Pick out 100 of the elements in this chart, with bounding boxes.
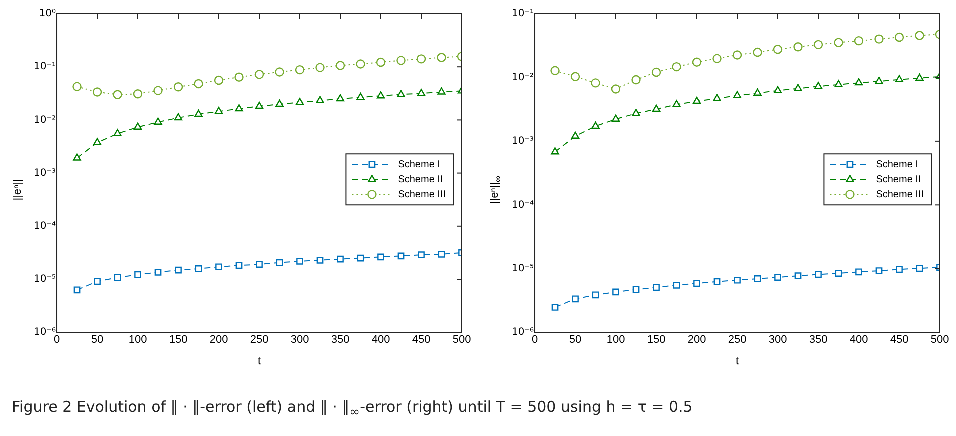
point: [611, 84, 621, 94]
point: [692, 96, 702, 104]
point: [652, 104, 661, 112]
point: [632, 75, 641, 85]
point: [773, 45, 783, 54]
point: [92, 88, 102, 97]
point: [216, 264, 222, 271]
point: [73, 154, 82, 161]
x-tick-label: 350: [331, 334, 350, 346]
point: [916, 265, 924, 272]
point: [876, 268, 883, 274]
point: [632, 109, 640, 116]
point: [572, 296, 579, 303]
point: [754, 88, 762, 96]
legend-label: Scheme II: [876, 174, 922, 186]
point: [612, 288, 620, 296]
point: [774, 86, 782, 94]
point: [612, 114, 620, 122]
x-tick-label: 50: [91, 334, 104, 346]
x-tick-label: 400: [850, 334, 868, 346]
point: [356, 60, 366, 69]
y-tick-label: 10⁻⁴: [34, 220, 56, 232]
point: [255, 102, 264, 110]
point: [894, 32, 904, 42]
point: [753, 48, 762, 58]
point: [236, 262, 243, 270]
point: [276, 259, 284, 266]
legend-label: Scheme I: [398, 159, 440, 170]
x-tick-label: 450: [412, 334, 431, 346]
point: [835, 270, 842, 277]
point: [256, 261, 263, 268]
point: [418, 252, 425, 259]
point: [632, 286, 640, 294]
point: [194, 110, 203, 118]
legend-label: Scheme III: [876, 189, 924, 200]
y-tick-label: 10⁰: [39, 8, 56, 20]
x-tick-label: 300: [290, 334, 310, 346]
legend-label: Scheme II: [398, 174, 444, 186]
point: [376, 92, 386, 99]
point: [376, 58, 386, 68]
point: [378, 254, 384, 261]
point: [175, 266, 182, 274]
point: [874, 34, 884, 44]
point: [194, 79, 204, 89]
x-tick-label: 250: [250, 334, 269, 346]
caption: Figure 2 Evolution of ‖ · ‖-error (left) and ‖ · ‖$_{∞}$-error (right) until T = 500 using h = τ = 0.5: [12, 398, 693, 419]
point: [234, 72, 244, 82]
point: [316, 256, 324, 264]
point: [72, 82, 82, 92]
point: [134, 122, 142, 130]
point: [712, 54, 722, 64]
point: [94, 278, 101, 286]
point: [856, 268, 862, 276]
point: [733, 91, 742, 98]
point: [591, 78, 600, 88]
point: [93, 138, 102, 146]
y-tick-label: 10⁻⁵: [34, 274, 56, 286]
point: [398, 252, 405, 260]
y-tick-label: 10⁻⁴: [512, 200, 534, 211]
point: [396, 56, 406, 66]
point: [794, 84, 802, 92]
point: [336, 94, 345, 102]
y-tick-label: 10⁻²: [512, 72, 534, 84]
x-axis-title: t: [258, 355, 262, 368]
point: [397, 90, 406, 98]
y-tick-label: 10⁻¹: [512, 8, 534, 20]
point: [357, 254, 364, 262]
x-tick-label: 200: [210, 334, 228, 346]
point: [276, 100, 284, 108]
point: [114, 274, 122, 282]
point: [915, 31, 924, 40]
point: [692, 58, 702, 67]
point: [571, 132, 580, 139]
point: [592, 292, 600, 299]
point: [875, 77, 884, 84]
point: [672, 62, 682, 72]
point: [174, 113, 183, 121]
x-tick-label: 500: [930, 334, 950, 346]
y-tick-label: 10⁻¹: [34, 62, 56, 73]
point: [592, 122, 600, 130]
point: [774, 274, 782, 281]
point: [316, 96, 324, 104]
point: [154, 86, 163, 96]
point: [814, 40, 824, 50]
x-tick-label: 100: [606, 334, 626, 346]
point: [896, 266, 903, 274]
point: [570, 72, 580, 82]
point: [295, 65, 305, 75]
legend-label: Scheme III: [398, 189, 446, 200]
y-tick-label: 10⁻³: [34, 168, 56, 179]
point: [154, 118, 162, 125]
point: [336, 61, 346, 70]
point: [337, 256, 344, 263]
point: [734, 276, 741, 284]
point: [416, 54, 426, 64]
y-axis-title: ||eⁿ||: [12, 179, 24, 201]
point: [296, 98, 304, 106]
point: [834, 38, 844, 48]
point: [732, 50, 742, 60]
y-tick-label: 10⁻²: [34, 114, 56, 126]
